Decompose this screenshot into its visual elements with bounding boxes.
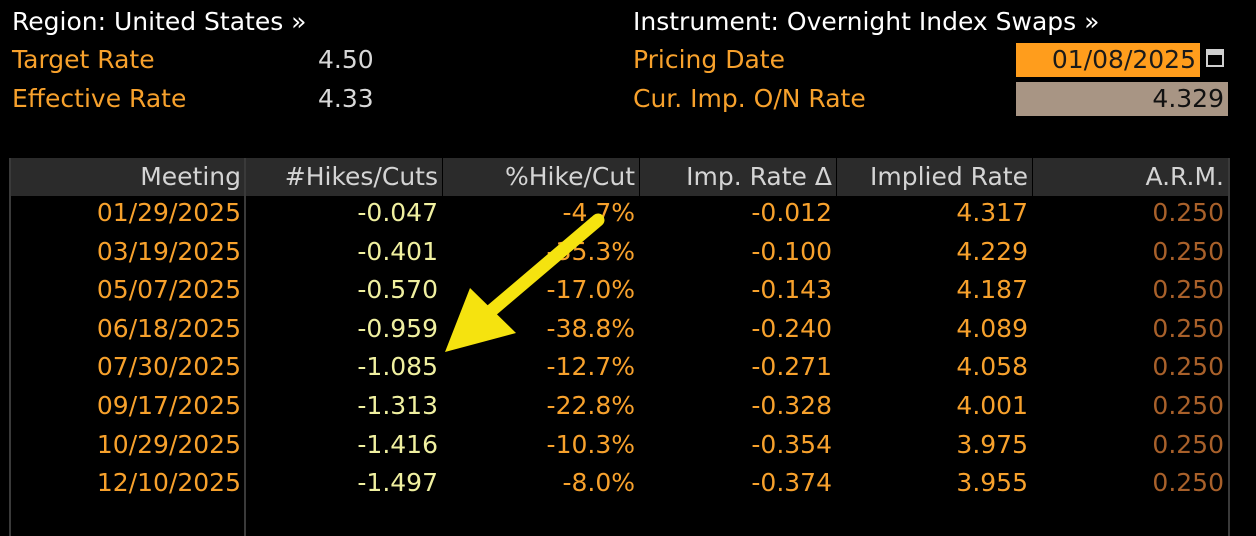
- table-border: [244, 158, 246, 536]
- table-cell: 07/30/2025: [96, 352, 241, 382]
- table-cell: -17.0%: [546, 275, 635, 305]
- cur-imp-rate-label: Cur. Imp. O/N Rate: [633, 84, 866, 113]
- table-cell: -0.271: [751, 352, 832, 382]
- table-cell: 0.250: [1152, 429, 1224, 459]
- table-cell: 4.187: [956, 275, 1028, 305]
- table-cell: 4.001: [956, 391, 1028, 420]
- table-cell: 0.250: [1152, 275, 1224, 305]
- table-cell: 4.317: [956, 198, 1028, 227]
- cur-imp-rate-value: 4.329: [1152, 84, 1224, 113]
- cur-imp-rate-input[interactable]: 4.329: [1016, 82, 1228, 116]
- region-link[interactable]: Region: United States »: [12, 7, 307, 36]
- column-header-bg: [443, 158, 639, 196]
- table-cell: 4.089: [956, 313, 1028, 343]
- table-cell: 0.250: [1152, 236, 1224, 266]
- table-cell: 06/18/2025: [96, 313, 241, 343]
- column-header[interactable]: Implied Rate: [869, 162, 1028, 191]
- target-rate-value: 4.50: [318, 45, 374, 74]
- table-cell: 0.250: [1152, 391, 1224, 420]
- table-border: [9, 158, 11, 536]
- column-header[interactable]: Imp. Rate Δ: [686, 162, 832, 191]
- table-cell: -38.8%: [546, 313, 635, 343]
- table-cell: 09/17/2025: [96, 391, 241, 420]
- table-cell: -0.143: [751, 275, 832, 305]
- column-header[interactable]: A.R.M.: [1145, 162, 1224, 191]
- table-cell: 10/29/2025: [96, 429, 241, 459]
- effective-rate-value: 4.33: [318, 84, 374, 113]
- table-cell: 0.250: [1152, 313, 1224, 343]
- table-cell: -0.401: [357, 236, 438, 266]
- column-header[interactable]: Meeting: [140, 162, 241, 191]
- table-cell: -0.328: [751, 391, 832, 420]
- column-header[interactable]: #Hikes/Cuts: [284, 162, 438, 191]
- table-cell: -1.085: [357, 352, 438, 382]
- table-cell: -0.100: [751, 236, 832, 266]
- table-cell: 0.250: [1152, 198, 1224, 227]
- pricing-date-input[interactable]: 01/08/2025: [1016, 43, 1200, 77]
- table-cell: -10.3%: [546, 429, 635, 459]
- table-cell: -1.416: [357, 429, 438, 459]
- effective-rate-label: Effective Rate: [12, 84, 187, 113]
- pricing-date-label: Pricing Date: [633, 45, 785, 74]
- column-header[interactable]: %Hike/Cut: [505, 162, 635, 191]
- table-cell: 4.229: [956, 236, 1028, 266]
- target-rate-label: Target Rate: [12, 45, 155, 74]
- table-cell: -0.047: [357, 198, 438, 227]
- table-cell: 0.250: [1152, 468, 1224, 498]
- column-header-bg: [1033, 158, 1228, 196]
- table-cell: 3.955: [956, 468, 1028, 498]
- table-cell: -1.497: [357, 468, 438, 498]
- column-header-bg: [10, 158, 245, 196]
- table-cell: 3.975: [956, 429, 1028, 459]
- table-cell: -22.8%: [546, 391, 635, 420]
- table-cell: 03/19/2025: [96, 236, 241, 266]
- table-cell: 4.058: [956, 352, 1028, 382]
- table-cell: -0.570: [357, 275, 438, 305]
- pricing-date-value: 01/08/2025: [1051, 45, 1196, 74]
- table-cell: 0.250: [1152, 352, 1224, 382]
- table-cell: -0.240: [751, 313, 832, 343]
- table-cell: -0.354: [751, 429, 832, 459]
- table-cell: 01/29/2025: [96, 198, 241, 227]
- table-cell: -0.012: [751, 198, 832, 227]
- column-header-bg: [837, 158, 1032, 196]
- column-header-bg: [246, 158, 442, 196]
- table-cell: -0.374: [751, 468, 832, 498]
- table-cell: -0.959: [357, 313, 438, 343]
- table-cell: -8.0%: [562, 468, 635, 498]
- table-border: [1228, 158, 1230, 536]
- instrument-link[interactable]: Instrument: Overnight Index Swaps »: [633, 7, 1100, 36]
- column-header-bg: [640, 158, 836, 196]
- table-cell: 05/07/2025: [96, 275, 241, 305]
- calendar-icon[interactable]: [1204, 46, 1226, 70]
- table-cell: -12.7%: [546, 352, 635, 382]
- table-cell: -1.313: [357, 391, 438, 420]
- table-cell: 12/10/2025: [96, 468, 241, 498]
